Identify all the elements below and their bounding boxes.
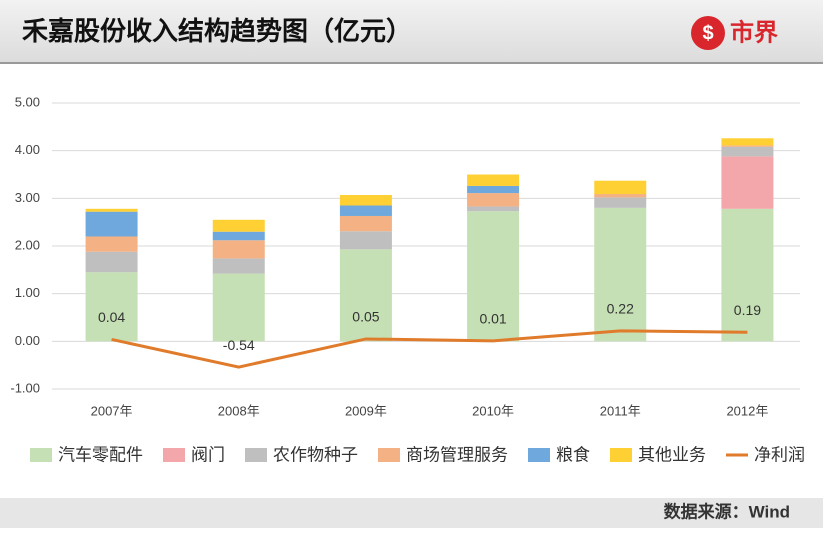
data-label: 0.22 (607, 301, 634, 317)
footer-bg (0, 498, 823, 528)
bar-segment (85, 208, 138, 212)
x-tick-label: 2010年 (472, 403, 514, 418)
bar-segment (212, 273, 265, 342)
bar-segment (467, 185, 520, 194)
bar-segment (212, 231, 265, 241)
bar-segment (594, 194, 647, 198)
x-tick-label: 2012年 (726, 403, 768, 418)
bar-segment (85, 272, 138, 342)
bar-segment (594, 197, 647, 208)
header-rule (0, 62, 823, 64)
y-tick-label: 0.00 (15, 333, 40, 348)
legend-label: 其他业务 (638, 445, 706, 464)
bar-segment (339, 231, 392, 250)
legend-label: 农作物种子 (273, 445, 358, 464)
data-label: 0.01 (479, 311, 506, 327)
legend-label: 阀门 (191, 445, 225, 464)
legend-swatch (610, 448, 632, 462)
legend-swatch (528, 448, 550, 462)
y-tick-label: 5.00 (15, 94, 40, 109)
y-tick-label: 4.00 (15, 142, 40, 157)
plot: -1.00 0.00 1.00 2.00 3.00 4.00 5.00 2007年 2008年 2… (10, 94, 805, 464)
bar-segment (212, 258, 265, 274)
bar-segment (85, 251, 138, 273)
x-tick-label: 2008年 (218, 403, 260, 418)
x-tick-label: 2007年 (91, 403, 133, 418)
y-tick-label: 3.00 (15, 190, 40, 205)
legend-swatch (163, 448, 185, 462)
legend-label: 汽车零配件 (58, 445, 143, 464)
net-profit-line (111, 329, 748, 369)
bar-segment (721, 146, 774, 157)
legend-swatch (30, 448, 52, 462)
logo-text: 市界 (730, 18, 778, 46)
bar-segment (339, 215, 392, 232)
bar-segment (339, 205, 392, 216)
bar-segment (721, 156, 774, 209)
bar-segment (467, 211, 520, 342)
bar-segment (212, 240, 265, 259)
chart-title: 禾嘉股份收入结构趋势图（亿元） (22, 16, 412, 46)
legend-label: 净利润 (754, 445, 805, 464)
y-tick-label: -1.00 (10, 380, 40, 395)
bar-segment (594, 207, 647, 342)
data-label: -0.54 (223, 337, 255, 353)
bar-segment (721, 145, 774, 147)
y-tick-label: 2.00 (15, 237, 40, 252)
bar-segment (594, 180, 647, 195)
bar-segment (467, 193, 520, 207)
bar-segment (85, 236, 138, 252)
data-label: 0.04 (98, 309, 125, 325)
legend-swatch (378, 448, 400, 462)
bar-segment (467, 206, 520, 212)
source: 数据来源：Wind (664, 501, 790, 521)
bar-segment (721, 138, 774, 146)
data-label: 0.05 (352, 309, 379, 325)
bar-segment (85, 211, 138, 237)
bar-segment (339, 194, 392, 206)
bar-segment (212, 219, 265, 232)
logo-icon-glyph: $ (702, 22, 713, 44)
y-tick-label: 1.00 (15, 285, 40, 300)
legend-swatch (245, 448, 267, 462)
x-tick-label: 2009年 (345, 403, 387, 418)
x-tick-label: 2011年 (600, 403, 641, 418)
data-label: 0.19 (734, 302, 761, 318)
bar-segment (721, 208, 774, 342)
header-bg (0, 0, 823, 62)
bar-segment (339, 249, 392, 342)
bar-segment (467, 174, 520, 186)
legend-label: 粮食 (556, 445, 590, 464)
legend-label: 商场管理服务 (406, 445, 508, 464)
logo-icon (691, 16, 725, 50)
